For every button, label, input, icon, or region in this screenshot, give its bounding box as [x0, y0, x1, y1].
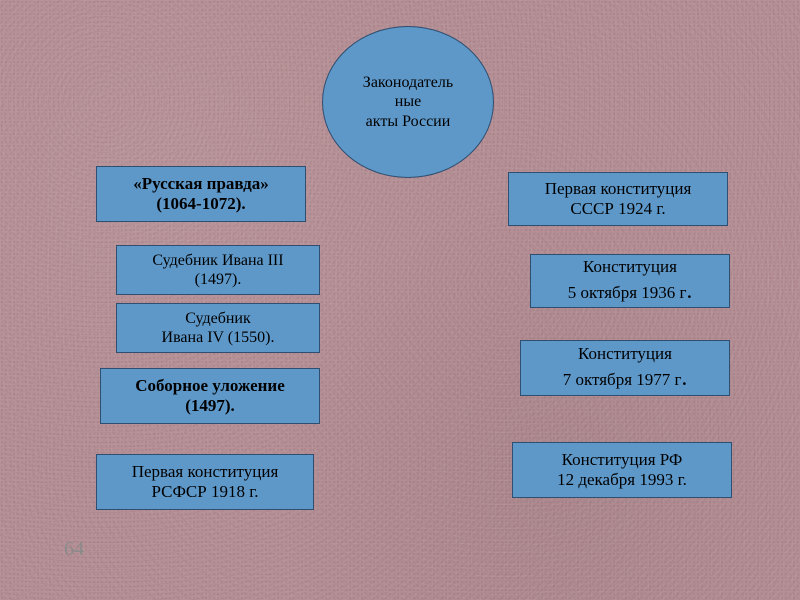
info-box-line1: Конституция [583, 257, 677, 276]
info-box-right-1: Конституция 5 октября 1936 г. [530, 254, 730, 308]
info-box-text: Судебник Ивана IV (1550). [162, 309, 275, 347]
info-box-left-0: «Русская правда»(1064-1072). [96, 166, 306, 222]
info-box-text: Судебник Ивана III (1497). [152, 251, 283, 289]
ellipse-text: Законодатель ные акты России [363, 73, 453, 131]
info-box-line2: (1497). [185, 396, 235, 415]
trailing-dot: . [687, 278, 693, 303]
ellipse-line2: ные [395, 93, 421, 110]
info-box-line2: СССР 1924 г. [570, 199, 665, 218]
info-box-left-3: Соборное уложение(1497). [100, 368, 320, 424]
info-box-line2: 7 октября 1977 г [563, 370, 682, 389]
info-box-left-4: Первая конституцияРСФСР 1918 г. [96, 454, 314, 510]
slide-number: 64 [64, 538, 84, 561]
info-box-text: Соборное уложение(1497). [135, 376, 285, 417]
info-box-line1: Судебник Ивана III [152, 252, 283, 269]
info-box-left-2: Судебник Ивана IV (1550). [116, 303, 320, 353]
info-box-line2: 5 октября 1936 г [568, 283, 687, 302]
info-box-text: Первая конституцияРСФСР 1918 г. [132, 462, 279, 503]
info-box-line1: Судебник [185, 310, 251, 327]
central-ellipse: Законодатель ные акты России [322, 26, 494, 178]
info-box-text: «Русская правда»(1064-1072). [133, 174, 269, 215]
info-box-text: Конституция 5 октября 1936 г. [568, 257, 693, 305]
info-box-text: Конституция РФ12 декабря 1993 г. [557, 450, 687, 491]
info-box-line1: «Русская правда» [133, 174, 269, 193]
info-box-text: Конституция 7 октября 1977 г. [563, 344, 688, 392]
slide-number-text: 64 [64, 538, 84, 560]
info-box-right-2: Конституция 7 октября 1977 г. [520, 340, 730, 396]
ellipse-line1: Законодатель [363, 74, 453, 91]
info-box-line2: 12 декабря 1993 г. [557, 470, 687, 489]
info-box-line2: (1497). [195, 271, 242, 288]
info-box-right-0: Первая конституцияСССР 1924 г. [508, 172, 728, 226]
info-box-line1: Соборное уложение [135, 376, 285, 395]
info-box-line1: Конституция [578, 344, 672, 363]
trailing-dot: . [682, 365, 688, 390]
info-box-line2: Ивана IV (1550). [162, 329, 275, 346]
info-box-line1: Первая конституция [132, 462, 279, 481]
info-box-text: Первая конституцияСССР 1924 г. [545, 179, 692, 220]
info-box-right-3: Конституция РФ12 декабря 1993 г. [512, 442, 732, 498]
info-box-line2: (1064-1072). [156, 194, 245, 213]
info-box-line1: Конституция РФ [562, 450, 683, 469]
info-box-line1: Первая конституция [545, 179, 692, 198]
ellipse-line3: акты России [366, 113, 451, 130]
info-box-line2: РСФСР 1918 г. [151, 482, 258, 501]
info-box-left-1: Судебник Ивана III (1497). [116, 245, 320, 295]
